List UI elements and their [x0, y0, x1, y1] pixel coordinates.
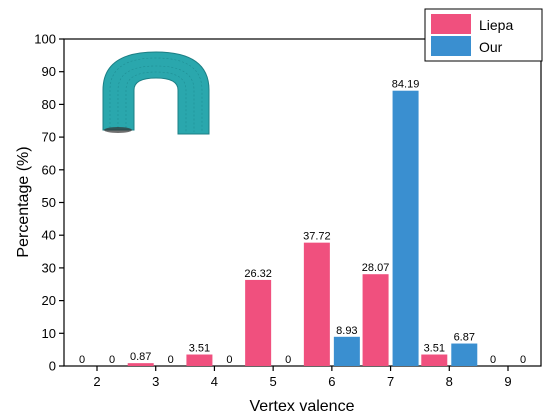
data-label: 0	[490, 354, 496, 366]
bar-liepa-6	[303, 242, 330, 366]
x-axis-title: Vertex valence	[250, 398, 355, 415]
y-tick-label: 40	[42, 228, 56, 243]
data-label: 84.19	[392, 79, 420, 91]
bar-liepa-4	[186, 354, 213, 366]
legend-swatch-our	[431, 36, 471, 56]
y-tick-label: 10	[42, 326, 56, 341]
y-tick-label: 90	[42, 64, 56, 79]
x-tick-label: 7	[387, 374, 394, 389]
y-tick-label: 100	[34, 32, 56, 47]
bar-liepa-7	[362, 274, 389, 366]
legend: Liepa Our	[424, 8, 543, 62]
bar-liepa-3	[127, 363, 154, 366]
y-tick-label: 80	[42, 97, 56, 112]
y-tick-label: 20	[42, 293, 56, 308]
data-label: 0	[168, 354, 174, 366]
plot-frame	[63, 38, 542, 367]
x-tick-label: 5	[270, 374, 277, 389]
y-tick-label: 60	[42, 162, 56, 177]
bar-our-6	[333, 336, 360, 366]
legend-label-liepa: Liepa	[479, 17, 513, 33]
x-tick-label: 3	[152, 374, 159, 389]
y-axis-title: Percentage (%)	[15, 146, 32, 257]
data-label: 0	[285, 354, 291, 366]
data-label: 8.93	[336, 325, 357, 337]
x-tick-label: 8	[446, 374, 453, 389]
y-tick-label: 30	[42, 260, 56, 275]
bar-liepa-5	[245, 279, 272, 366]
data-label: 6.87	[454, 332, 475, 344]
data-label: 28.07	[362, 262, 390, 274]
data-label: 0	[226, 354, 232, 366]
bar-our-8	[451, 343, 478, 366]
y-tick-label: 70	[42, 130, 56, 145]
data-label: 37.72	[303, 231, 331, 243]
teal-mesh-arch-icon	[102, 51, 210, 135]
data-label: 26.32	[244, 268, 272, 280]
legend-swatch-liepa	[431, 14, 471, 34]
data-label: 0.87	[130, 351, 151, 363]
x-tick-label: 2	[93, 374, 100, 389]
data-label: 3.51	[424, 343, 445, 355]
data-label: 0	[109, 354, 115, 366]
data-label: 0	[79, 354, 85, 366]
legend-label-our: Our	[479, 39, 503, 55]
y-tick-label: 50	[42, 195, 56, 210]
x-tick-label: 4	[211, 374, 218, 389]
y-tick-label: 0	[49, 359, 56, 374]
x-tick-label: 9	[504, 374, 511, 389]
bar-our-7	[392, 90, 419, 366]
x-tick-label: 6	[328, 374, 335, 389]
data-label: 0	[520, 354, 526, 366]
bar-liepa-8	[421, 354, 448, 366]
data-label: 3.51	[189, 343, 210, 355]
